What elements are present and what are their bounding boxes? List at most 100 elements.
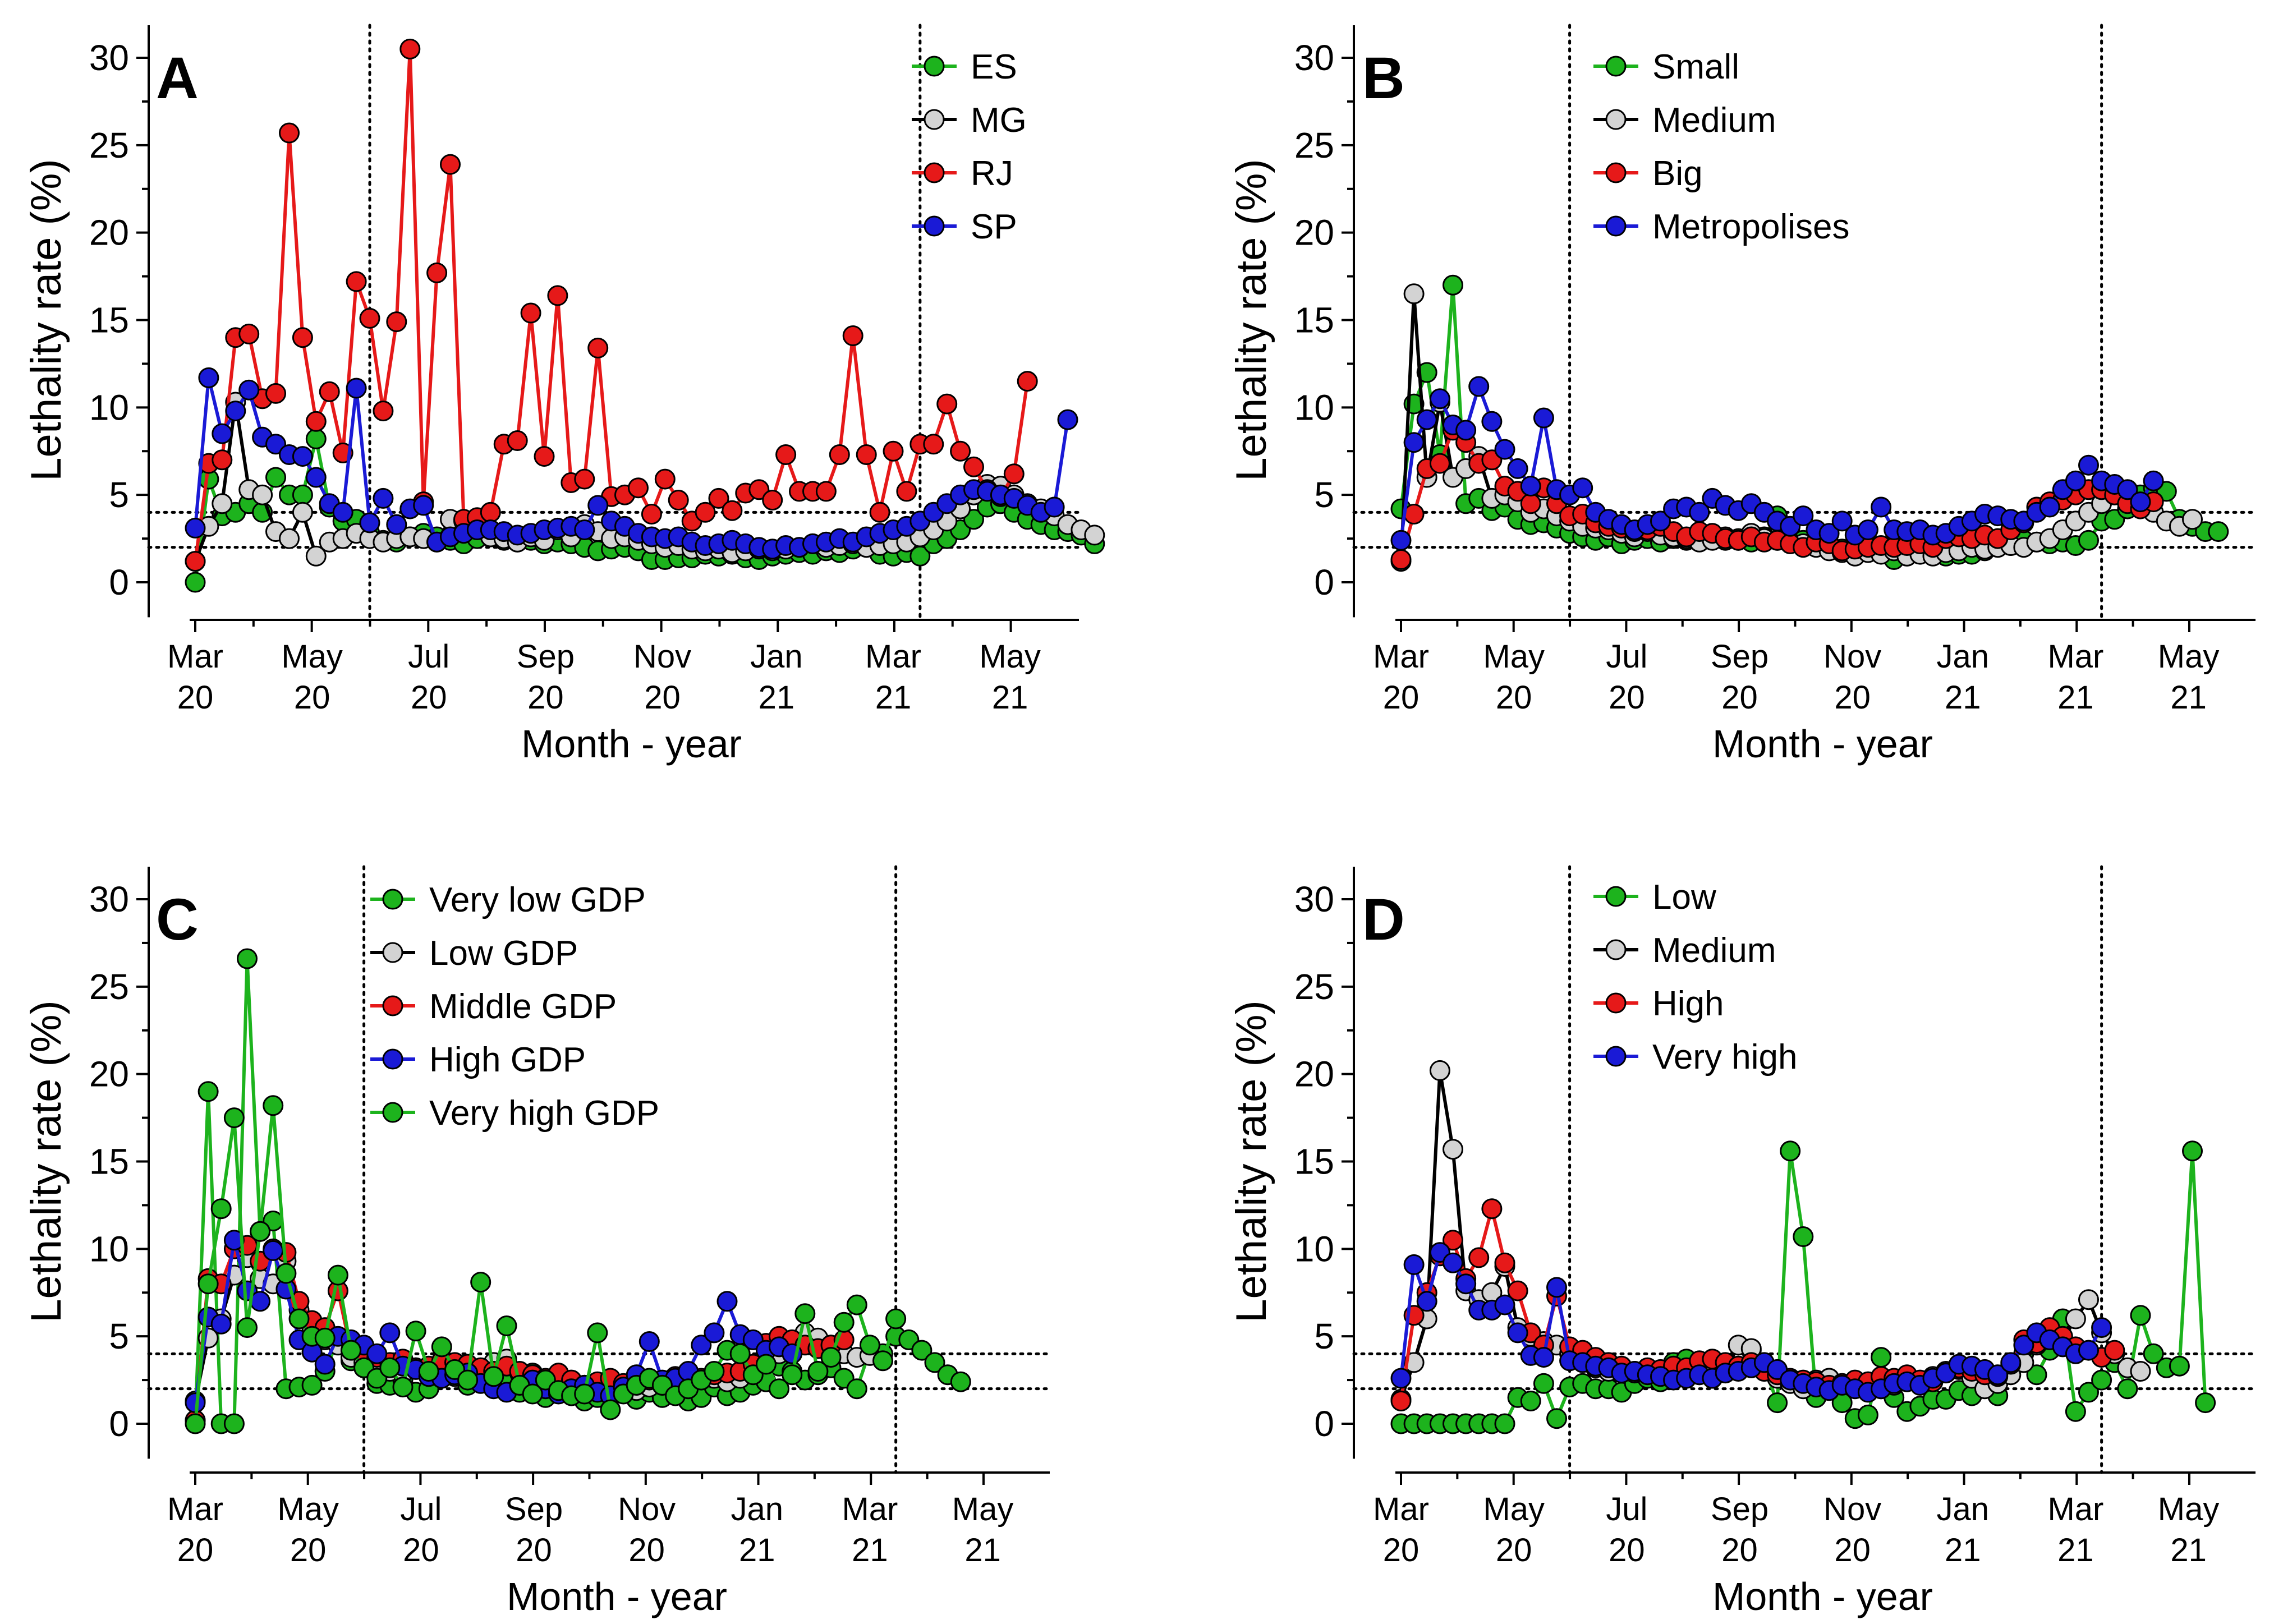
- data-point: [950, 1371, 971, 1392]
- data-point: [1780, 1140, 1801, 1162]
- legend-marker: [924, 162, 945, 183]
- data-point: [1443, 1230, 1463, 1251]
- data-point: [695, 502, 716, 523]
- data-point: [872, 1350, 893, 1372]
- data-point: [729, 1343, 751, 1364]
- x-tick-label-year: 20: [294, 679, 330, 716]
- data-point: [185, 572, 206, 593]
- data-point: [1818, 523, 1840, 544]
- data-point: [1689, 502, 1710, 523]
- data-point: [2117, 1378, 2138, 1400]
- x-tick-label-month: Nov: [1823, 638, 1881, 675]
- data-point: [210, 1313, 232, 1335]
- y-tick-label: 25: [1294, 125, 1334, 165]
- data-point: [252, 484, 273, 505]
- x-tick-label-month: Mar: [2047, 638, 2103, 675]
- data-point: [225, 401, 246, 422]
- data-point: [2130, 1305, 2151, 1326]
- data-point: [1003, 463, 1025, 485]
- data-point: [963, 456, 984, 477]
- x-tick-label-year: 20: [1834, 1532, 1871, 1568]
- data-point: [197, 1081, 219, 1102]
- data-point: [574, 1383, 595, 1405]
- x-tick-label-month: Jul: [400, 1491, 442, 1528]
- y-tick-label: 5: [109, 1316, 129, 1356]
- data-point: [346, 378, 367, 399]
- data-point: [755, 1354, 777, 1375]
- data-point: [392, 1377, 414, 1398]
- data-point: [292, 446, 313, 467]
- legend-marker: [1605, 886, 1627, 907]
- data-point: [1403, 432, 1425, 453]
- x-axis-label: Month - year: [1712, 722, 1933, 766]
- y-tick-label: 10: [1294, 387, 1334, 427]
- data-point: [587, 495, 609, 516]
- data-point: [547, 285, 568, 306]
- data-point: [1494, 1413, 1515, 1434]
- data-point: [1831, 510, 1853, 532]
- x-tick-label-year: 20: [1383, 679, 1420, 716]
- data-point: [2013, 1335, 2034, 1356]
- data-point: [1767, 1392, 1788, 1414]
- data-point: [413, 495, 434, 516]
- data-point: [2078, 454, 2099, 476]
- legend-label: Small: [1652, 48, 1739, 86]
- data-point: [782, 1364, 803, 1386]
- data-point: [1416, 362, 1437, 383]
- data-point: [265, 467, 286, 488]
- x-tick-label-year: 20: [1609, 679, 1645, 716]
- data-point: [794, 1303, 816, 1324]
- x-tick-label-year: 20: [527, 679, 564, 716]
- legend-marker: [1605, 992, 1627, 1014]
- data-point: [2078, 530, 2099, 551]
- legend-label: ES: [971, 48, 1017, 86]
- data-point: [1494, 439, 1515, 460]
- data-point: [305, 411, 327, 432]
- x-tick-label-month: Mar: [167, 1491, 223, 1528]
- data-point: [359, 307, 380, 329]
- legend-label: Middle GDP: [429, 987, 617, 1026]
- data-point: [1403, 504, 1425, 525]
- data-point: [1429, 453, 1450, 474]
- x-tick-label-month: Nov: [1823, 1491, 1881, 1528]
- data-point: [379, 1357, 401, 1378]
- x-tick-label-year: 20: [516, 1532, 552, 1568]
- x-tick-label-month: Mar: [1373, 1491, 1429, 1528]
- x-tick-label-month: Jul: [408, 638, 449, 675]
- data-point: [250, 1221, 271, 1242]
- data-point: [212, 449, 233, 471]
- data-point: [223, 1107, 245, 1129]
- data-point: [1084, 525, 1105, 546]
- data-point: [2000, 1352, 2022, 1373]
- data-point: [1871, 1347, 1892, 1368]
- y-tick-label: 0: [1314, 1404, 1334, 1444]
- data-point: [2117, 479, 2138, 500]
- y-tick-label: 5: [1314, 475, 1334, 515]
- x-tick-label-year: 21: [964, 1532, 1001, 1568]
- legend: Very low GDP Low GDP Middle GDP High GDP Ver…: [370, 881, 659, 1133]
- legend-marker: [1605, 215, 1627, 237]
- data-point: [869, 502, 890, 523]
- x-tick-label-month: May: [2158, 1491, 2220, 1528]
- data-point: [386, 311, 407, 333]
- data-point: [1429, 1060, 1450, 1081]
- x-axis-label: Month - year: [521, 722, 742, 766]
- panel-label: D: [1362, 887, 1405, 953]
- legend-label: Low: [1652, 878, 1716, 917]
- data-point: [223, 1230, 245, 1251]
- data-point: [265, 434, 286, 455]
- data-point: [292, 327, 313, 348]
- x-tick-label-month: Mar: [1373, 638, 1429, 675]
- x-tick-label-month: Jan: [1936, 638, 1989, 675]
- data-point: [1481, 411, 1503, 432]
- x-tick-label-year: 20: [1496, 1532, 1532, 1568]
- x-tick-label-month: Jan: [731, 1491, 783, 1528]
- x-tick-label-month: May: [277, 1491, 339, 1528]
- x-tick-label-year: 20: [177, 1532, 214, 1568]
- data-point: [2169, 1355, 2190, 1377]
- y-tick-label: 15: [89, 300, 129, 341]
- data-point: [1572, 477, 1593, 499]
- x-tick-label-month: Jul: [1606, 1491, 1647, 1528]
- data-point: [842, 325, 863, 346]
- x-tick-label-year: 20: [628, 1532, 665, 1568]
